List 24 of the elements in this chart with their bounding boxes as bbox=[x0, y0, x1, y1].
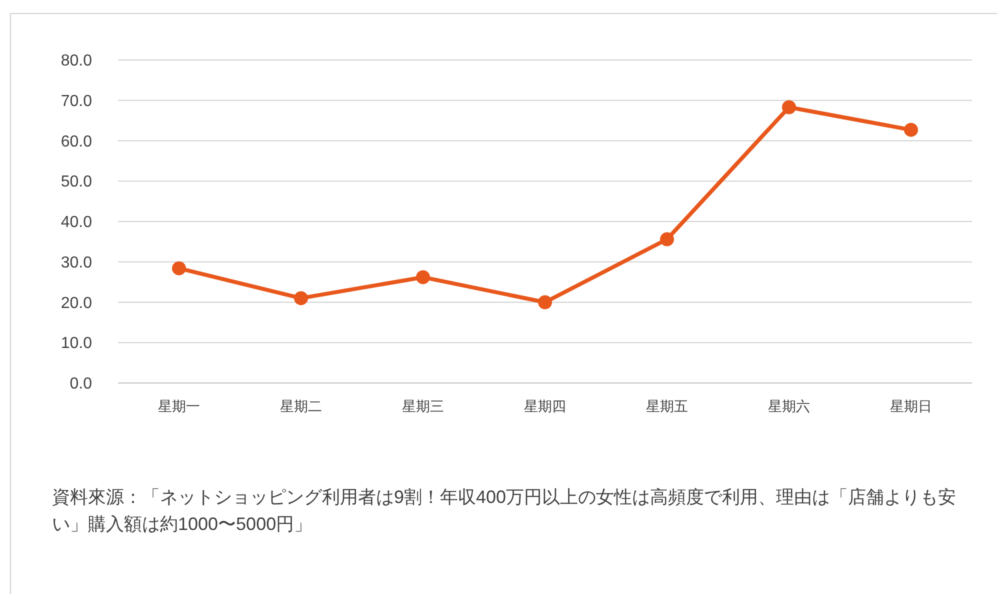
point bbox=[538, 295, 552, 310]
y-tick-label: 10.0 bbox=[60, 335, 92, 352]
y-tick-label: 50.0 bbox=[60, 174, 92, 191]
point bbox=[782, 100, 796, 114]
point bbox=[904, 122, 918, 137]
y-tick-label: 80.0 bbox=[60, 52, 92, 70]
x-tick-label: 星期四 bbox=[524, 398, 566, 414]
x-tick-label: 星期六 bbox=[768, 398, 810, 414]
x-tick-label: 星期日 bbox=[890, 398, 932, 414]
y-tick-label: 30.0 bbox=[60, 254, 92, 272]
point bbox=[172, 261, 186, 276]
point bbox=[660, 232, 674, 246]
y-tick-label: 0.0 bbox=[70, 376, 92, 392]
point bbox=[294, 291, 308, 306]
point bbox=[416, 270, 430, 284]
source-note: 資料來源：「ネットショッピング利用者は9割！年収400万円以上の女性は高頻度で利用、理由は「店舗よりも安い」購入額は約1000〜5000円」 bbox=[52, 486, 958, 536]
x-tick-label: 星期二 bbox=[280, 398, 322, 414]
y-tick-label: 20.0 bbox=[60, 294, 92, 312]
y-tick-label: 40.0 bbox=[60, 214, 92, 231]
x-tick-label: 星期三 bbox=[402, 398, 444, 414]
y-tick-label: 60.0 bbox=[60, 133, 92, 150]
y-tick-label: 70.0 bbox=[60, 92, 92, 110]
x-tick-label: 星期一 bbox=[158, 398, 200, 414]
x-tick-label: 星期五 bbox=[646, 398, 688, 414]
